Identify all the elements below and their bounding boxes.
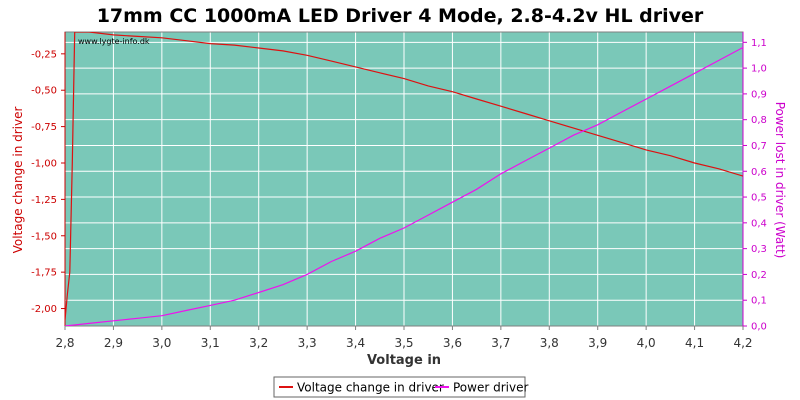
left-y-tick-label: -1,75 xyxy=(31,268,57,279)
x-tick-label: 2,9 xyxy=(104,336,123,350)
x-tick-label: 2,8 xyxy=(55,336,74,350)
x-tick-label: 3,8 xyxy=(540,336,559,350)
chart-title: 17mm CC 1000mA LED Driver 4 Mode, 2.8-4.… xyxy=(97,5,704,27)
x-tick-label: 3,7 xyxy=(491,336,510,350)
x-tick-label: 3,5 xyxy=(394,336,413,350)
right-y-tick-label: 0,9 xyxy=(751,89,767,100)
right-y-axis-label: Power lost in driver (Watt) xyxy=(773,102,787,259)
x-tick-label: 3,4 xyxy=(346,336,365,350)
legend-label-power-driver: Power driver xyxy=(453,381,528,395)
x-axis-label: Voltage in xyxy=(367,353,441,368)
left-y-tick-label: -1,00 xyxy=(31,158,57,169)
right-y-tick-label: 0,5 xyxy=(751,193,767,204)
right-y-tick-label: 0,8 xyxy=(751,115,767,126)
right-y-tick-label: 0,2 xyxy=(751,270,767,281)
x-tick-label: 3,3 xyxy=(298,336,317,350)
x-tick-label: 4,2 xyxy=(733,336,752,350)
plot-area: 2,8 2,9 3,0 3,1 3,2 3,3 3,4 3,5 3,6 3,7 3,8 3,9 4,0 4… xyxy=(31,31,767,350)
x-tick-label: 3,0 xyxy=(152,336,171,350)
legend-box xyxy=(273,376,526,398)
x-tick-label: 4,0 xyxy=(637,336,656,350)
right-y-tick-label: 0,6 xyxy=(751,167,767,178)
left-y-tick-label: -0,25 xyxy=(31,49,57,60)
left-y-tick-label: -2,00 xyxy=(31,304,57,315)
watermark-text: www.lygte-info.dk xyxy=(78,37,150,46)
series-line-power-driver xyxy=(65,46,743,326)
left-y-axis-label: Voltage change in driver xyxy=(11,107,25,254)
x-tick-label: 3,6 xyxy=(443,336,462,350)
right-y-tick-label: 0,7 xyxy=(751,141,767,152)
x-tick-label: 3,1 xyxy=(201,336,220,350)
left-y-tick-label: -1,50 xyxy=(31,231,57,242)
left-y-tick-label: -1,25 xyxy=(31,195,57,206)
legend: Voltage change in driver Power driver xyxy=(273,376,528,398)
right-y-tick-label: 1,0 xyxy=(751,64,767,75)
right-y-tick-label: 1,1 xyxy=(751,38,767,49)
right-y-tick-label: 0,0 xyxy=(751,322,767,333)
x-tick-label: 4,1 xyxy=(685,336,704,350)
right-y-tick-label: 0,1 xyxy=(751,296,767,307)
left-y-tick-label: -0,75 xyxy=(31,122,57,133)
x-tick-label: 3,9 xyxy=(588,336,607,350)
series-line-voltage-change xyxy=(65,32,743,321)
legend-label-voltage-change: Voltage change in driver xyxy=(297,381,444,395)
right-y-tick-label: 0,3 xyxy=(751,244,767,255)
right-y-tick-label: 0,4 xyxy=(751,218,767,229)
x-tick-label: 3,2 xyxy=(249,336,268,350)
left-y-tick-label: -0,50 xyxy=(31,86,57,97)
